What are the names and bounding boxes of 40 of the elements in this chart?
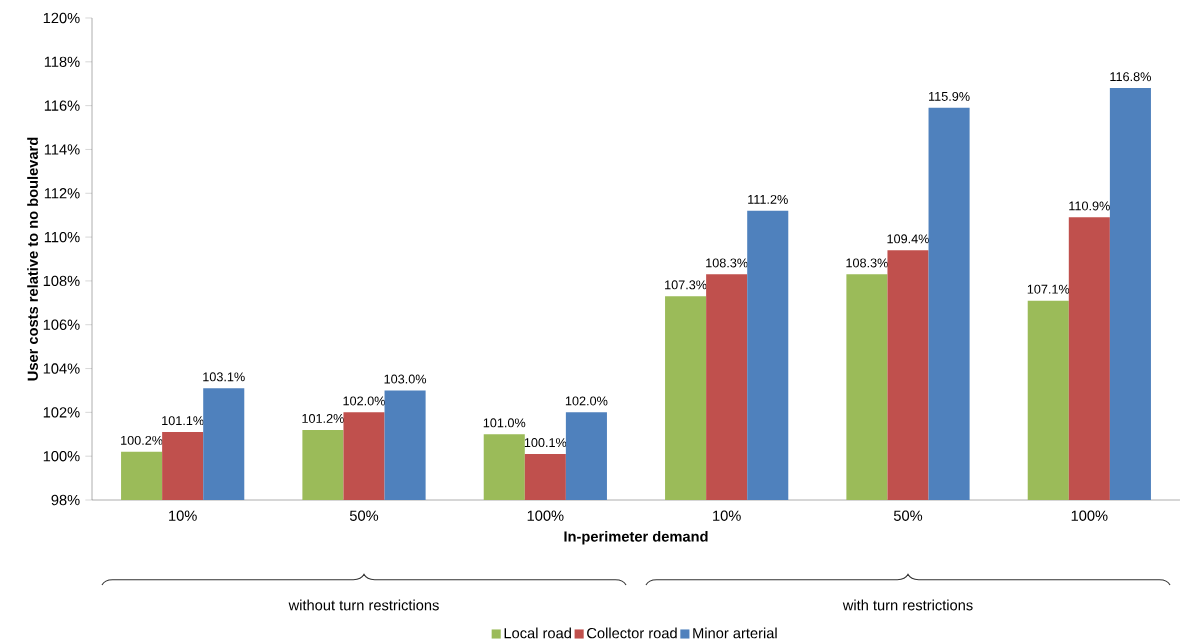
data-label: 102.0% [565,396,608,406]
data-label: 102.0% [343,396,386,406]
y-tick-label: 108% [43,275,80,287]
x-tick-label: 10% [713,510,741,521]
y-tick-label: 104% [43,363,80,374]
data-label: 116.8% [1110,72,1151,82]
x-tick-label: 100% [527,510,564,521]
y-tick-label: 106% [43,319,80,330]
legend-label: Local road [504,627,571,639]
x-tick-label: 10% [169,510,197,521]
x-tick-label: 50% [893,510,923,521]
data-label: 101.2% [302,413,344,423]
y-tick-label: 102% [43,407,80,418]
data-label: 110.9% [1069,201,1110,211]
data-label: 103.0% [384,374,427,384]
x-axis-title: In-perimeter demand [564,530,708,545]
y-tick-label: 110% [44,231,80,243]
data-label: 100.1% [524,438,567,448]
y-tick-label: 114% [44,144,80,155]
data-label: 108.3% [846,258,888,268]
data-label: 107.1% [1027,284,1070,294]
y-axis-title: User costs relative to no boulevard [27,137,38,381]
y-tick-label: 120% [43,12,80,24]
x-tick-label: 100% [1071,510,1108,521]
y-tick-label: 112% [44,188,80,199]
data-label: 101.1% [162,416,204,426]
data-label: 109.4% [887,234,930,244]
data-label: 111.2% [748,194,788,204]
y-tick-label: 98% [51,494,80,506]
text: with turn restrictions [842,599,973,611]
legend-label: Minor arterial [693,627,777,639]
data-label: 115.9% [929,91,970,101]
y-tick-label: 100% [43,451,80,462]
data-label: 101.0% [483,418,526,428]
y-tick-label: 118% [44,56,80,68]
y-tick-label: 116% [44,100,80,111]
x-tick-label: 50% [349,510,379,521]
legend-label: Collector road [587,627,677,639]
text: without turn restrictions [288,599,439,611]
data-label: 103.1% [203,372,245,382]
